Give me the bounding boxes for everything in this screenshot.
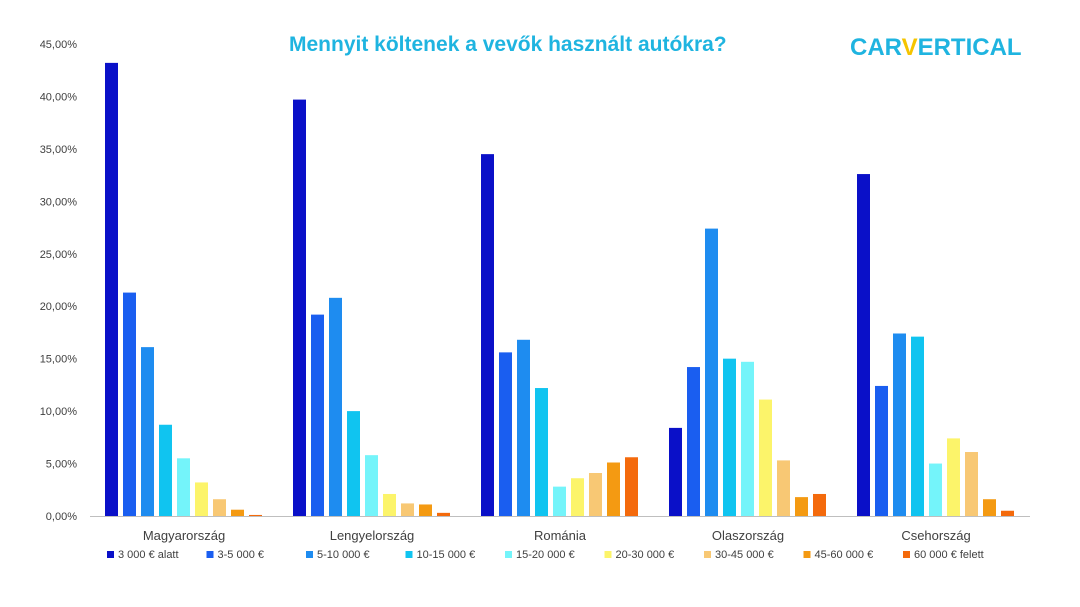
legend-swatch [306, 551, 313, 558]
bar-4-1 [875, 385, 888, 516]
bar-3-3 [723, 358, 736, 516]
bars-group [105, 62, 1014, 517]
y-tick-label: 10,00% [40, 406, 78, 418]
legend-swatch [107, 551, 114, 558]
bar-1-1 [311, 314, 324, 516]
y-tick-label: 0,00% [46, 511, 77, 523]
y-axis-ticks: 0,00% 5,00% 10,00% 15,00% 20,00% 25,00% 30,00%… [40, 39, 78, 523]
bar-4-3 [911, 336, 924, 516]
legend-swatch [704, 551, 711, 558]
x-tick-label: Románia [534, 528, 587, 543]
bar-2-5 [571, 478, 584, 516]
bar-2-1 [499, 352, 512, 516]
y-tick-label: 20,00% [40, 301, 78, 313]
legend-label: 60 000 € felett [914, 549, 984, 561]
bar-0-3 [159, 424, 172, 516]
legend-swatch [803, 551, 811, 558]
bar-3-5 [759, 399, 772, 516]
bar-3-7 [795, 497, 808, 516]
bar-3-6 [777, 460, 790, 516]
y-tick-label: 40,00% [40, 91, 78, 103]
legend-label: 5-10 000 € [317, 549, 370, 561]
bar-0-6 [213, 499, 226, 516]
bar-4-4 [929, 463, 942, 516]
logo-text-ertical: ERTICAL [917, 34, 1022, 61]
x-tick-label: Lengyelország [330, 528, 415, 543]
bar-1-4 [365, 455, 378, 516]
legend-swatch [604, 551, 612, 558]
legend-label: 20-30 000 € [616, 549, 675, 561]
bar-2-4 [553, 486, 566, 516]
bar-4-0 [857, 174, 870, 516]
bar-3-8 [813, 493, 826, 516]
bar-1-7 [419, 504, 432, 516]
legend-label: 3-5 000 € [218, 549, 264, 561]
bar-2-0 [481, 154, 494, 516]
legend-label: 10-15 000 € [417, 549, 476, 561]
bar-4-7 [983, 499, 996, 516]
x-tick-label: Olaszország [712, 528, 784, 543]
bar-1-2 [329, 297, 342, 516]
bar-4-5 [947, 438, 960, 516]
bar-0-7 [231, 509, 244, 516]
legend-label: 15-20 000 € [516, 549, 575, 561]
bar-0-4 [177, 458, 190, 516]
bar-3-2 [705, 228, 718, 517]
y-tick-label: 5,00% [46, 459, 77, 471]
carvertical-logo: CARVERTICAL [850, 34, 1022, 62]
bar-1-8 [437, 512, 450, 516]
y-tick-label: 35,00% [40, 144, 78, 156]
bar-2-7 [607, 462, 620, 516]
legend-label: 30-45 000 € [715, 549, 774, 561]
legend: 3 000 € alatt 3-5 000 € 5-10 000 € 10-15 00… [107, 549, 984, 561]
bar-0-1 [123, 292, 136, 516]
bar-2-6 [589, 472, 602, 516]
bar-1-6 [401, 503, 414, 516]
bar-3-0 [669, 427, 682, 516]
bar-3-4 [741, 361, 754, 516]
legend-label: 3 000 € alatt [118, 549, 179, 561]
bar-1-0 [293, 99, 306, 516]
bar-4-6 [965, 452, 978, 516]
bar-1-3 [347, 411, 360, 516]
bar-0-0 [105, 62, 118, 516]
y-tick-label: 25,00% [40, 249, 78, 261]
y-tick-label: 30,00% [40, 196, 78, 208]
bar-0-2 [141, 347, 154, 516]
logo-text-car: CAR [850, 34, 902, 61]
legend-label: 45-60 000 € [815, 549, 874, 561]
bar-0-5 [195, 482, 208, 516]
bar-4-8 [1001, 510, 1014, 516]
bar-4-2 [893, 333, 906, 516]
bar-2-3 [535, 388, 548, 516]
bar-2-8 [625, 457, 638, 516]
bar-2-2 [517, 339, 530, 516]
y-tick-label: 15,00% [40, 354, 78, 366]
bar-0-8 [249, 514, 262, 516]
logo-text-v: V [901, 34, 918, 61]
legend-swatch [505, 551, 512, 558]
bar-1-5 [383, 493, 396, 516]
legend-swatch [206, 551, 214, 558]
x-tick-label: Magyarország [143, 528, 225, 543]
y-tick-label: 45,00% [40, 39, 78, 51]
chart-title: Mennyit költenek a vevők használt autókr… [289, 33, 727, 56]
bar-3-1 [687, 367, 700, 516]
x-axis-labels: Magyarország Lengyelország Románia Olaszors… [143, 528, 971, 543]
legend-swatch [405, 551, 413, 558]
legend-swatch [903, 551, 910, 558]
x-tick-label: Csehország [901, 528, 970, 543]
